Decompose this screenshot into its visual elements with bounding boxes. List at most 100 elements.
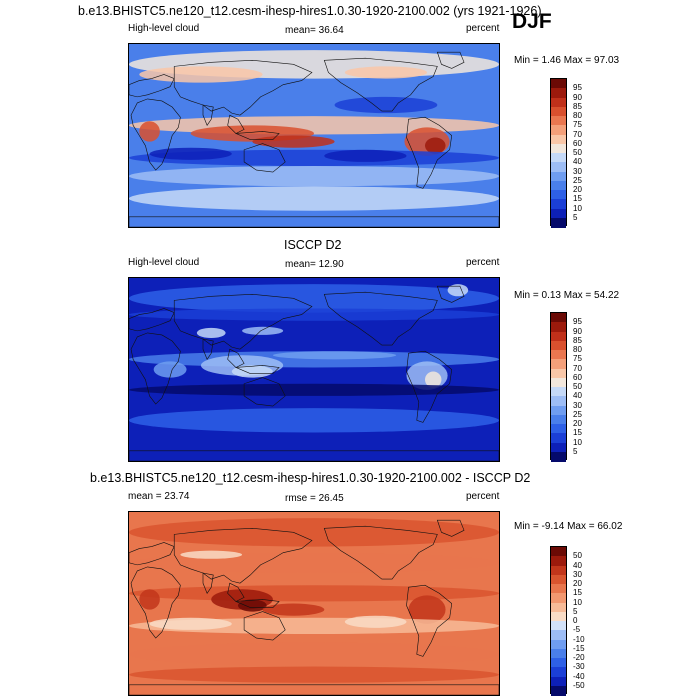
colorbar-swatch xyxy=(551,217,566,228)
colorbar-label: 90 xyxy=(573,92,582,102)
colorbar-label: 50 xyxy=(573,551,582,561)
colorbar-swatch xyxy=(551,180,566,191)
map-field xyxy=(129,44,499,227)
colorbar-swatch xyxy=(551,106,566,117)
panel-2-minmax: Min = 0.13 Max = 54.22 xyxy=(514,290,620,301)
panel-3-title: b.e13.BHISTC5.ne120_t12.cesm-ihesp-hires… xyxy=(90,471,531,485)
colorbar-swatch xyxy=(551,153,566,163)
colorbar-label: 50 xyxy=(573,382,582,391)
colorbar-swatch xyxy=(551,190,566,200)
colorbar-label: 60 xyxy=(573,372,582,382)
colorbar-label: 20 xyxy=(573,419,582,428)
colorbar-swatch xyxy=(551,199,566,209)
colorbar-swatch xyxy=(551,405,566,416)
colorbar-label: 60 xyxy=(573,138,582,148)
colorbar-label: 50 xyxy=(573,148,582,157)
panel-1-units: percent xyxy=(466,23,500,34)
colorbar-swatch xyxy=(551,125,566,135)
season-label: DJF xyxy=(512,10,552,33)
colorbar-swatch xyxy=(551,611,566,622)
colorbar-swatch xyxy=(551,639,566,650)
colorbar-swatch xyxy=(551,313,566,323)
colorbar-swatch xyxy=(551,574,566,585)
colorbar-swatch xyxy=(551,565,566,576)
panel-2-mean: mean= 12.90 xyxy=(285,259,344,270)
colorbar-label: 95 xyxy=(573,83,582,93)
colorbar-label: -50 xyxy=(573,680,585,690)
colorbar-swatch xyxy=(551,171,566,182)
colorbar-swatch xyxy=(551,667,566,677)
colorbar-swatch xyxy=(551,387,566,397)
colorbar-label: 15 xyxy=(573,194,582,204)
panel-3-rmse: rmse = 26.45 xyxy=(285,493,344,504)
colorbar-label: 10 xyxy=(573,437,582,447)
colorbar-label: 70 xyxy=(573,129,582,139)
map-field xyxy=(129,512,499,695)
colorbar-label: 85 xyxy=(573,101,582,111)
colorbar-label: -30 xyxy=(573,662,585,672)
panel-1-mean: mean= 36.64 xyxy=(285,25,344,36)
colorbar-label: 30 xyxy=(573,400,582,410)
colorbar-label: 0 xyxy=(573,616,578,625)
colorbar-label: 30 xyxy=(573,569,582,579)
colorbar-label: 95 xyxy=(573,317,582,327)
colorbar-label: 40 xyxy=(573,391,582,401)
colorbar-label: 30 xyxy=(573,166,582,176)
colorbar-swatch xyxy=(551,350,566,360)
panel-1-colorbar: 95 90 85 80 75 70 60 50 40 30 25 20 15 10 5 xyxy=(550,78,582,228)
colorbar-swatch xyxy=(551,208,566,219)
colorbar-swatch xyxy=(551,340,566,351)
colorbar-swatch xyxy=(551,556,566,566)
colorbar-swatch xyxy=(551,88,566,98)
colorbar-label: -20 xyxy=(573,653,585,662)
colorbar-swatch xyxy=(551,414,566,425)
colorbar-label: -10 xyxy=(573,634,585,644)
colorbar-swatch xyxy=(551,368,566,379)
panel-1-map xyxy=(128,43,500,228)
colorbar-swatch xyxy=(551,322,566,332)
colorbar-swatch xyxy=(551,621,566,631)
colorbar-label: -15 xyxy=(573,643,585,653)
colorbar-label: 5 xyxy=(573,606,578,616)
colorbar-label: 90 xyxy=(573,326,582,336)
colorbar-swatch xyxy=(551,433,566,443)
colorbar-label: 5 xyxy=(573,446,578,456)
panel-1-variable-label: High-level cloud xyxy=(128,23,200,34)
map-field xyxy=(129,278,499,461)
colorbar-swatch xyxy=(551,451,566,462)
colorbar-swatch xyxy=(551,331,566,342)
colorbar-swatch xyxy=(551,79,566,89)
panel-3-map xyxy=(128,511,500,696)
colorbar-swatch xyxy=(551,359,566,369)
panel-3-colorbar: 50 40 30 20 15 10 5 0 -5 -10 -15 -20 -30 -40 -50 xyxy=(550,546,585,696)
panel-1-minmax: Min = 1.46 Max = 97.03 xyxy=(514,55,620,66)
colorbar-swatch xyxy=(551,116,566,126)
colorbar-label: 75 xyxy=(573,120,582,130)
colorbar-swatch xyxy=(551,685,566,696)
panel-3-units: percent xyxy=(466,491,500,502)
colorbar-swatch xyxy=(551,547,566,557)
colorbar-swatch xyxy=(551,97,566,108)
colorbar-label: 20 xyxy=(573,185,582,194)
colorbar-label: -5 xyxy=(573,625,581,635)
colorbar-label: 85 xyxy=(573,335,582,345)
colorbar-swatch xyxy=(551,584,566,594)
colorbar-label: 20 xyxy=(573,579,582,588)
colorbar-label: 10 xyxy=(573,203,582,213)
panel-3-minmax: Min = -9.14 Max = 66.02 xyxy=(514,521,623,532)
colorbar-swatch xyxy=(551,162,566,172)
colorbar-label: 75 xyxy=(573,354,582,364)
colorbar-label: 80 xyxy=(573,111,582,120)
panel-3-mean: mean = 23.74 xyxy=(128,491,190,502)
colorbar-label: 15 xyxy=(573,428,582,438)
colorbar-swatch xyxy=(551,602,566,613)
colorbar-label: 80 xyxy=(573,345,582,354)
colorbar-swatch xyxy=(551,676,566,687)
colorbar-swatch xyxy=(551,134,566,145)
panel-2-map xyxy=(128,277,500,462)
colorbar-label: -40 xyxy=(573,671,585,681)
colorbar-swatch xyxy=(551,143,566,154)
colorbar-label: 25 xyxy=(573,175,582,185)
colorbar-label: 70 xyxy=(573,363,582,373)
colorbar-swatch xyxy=(551,424,566,434)
